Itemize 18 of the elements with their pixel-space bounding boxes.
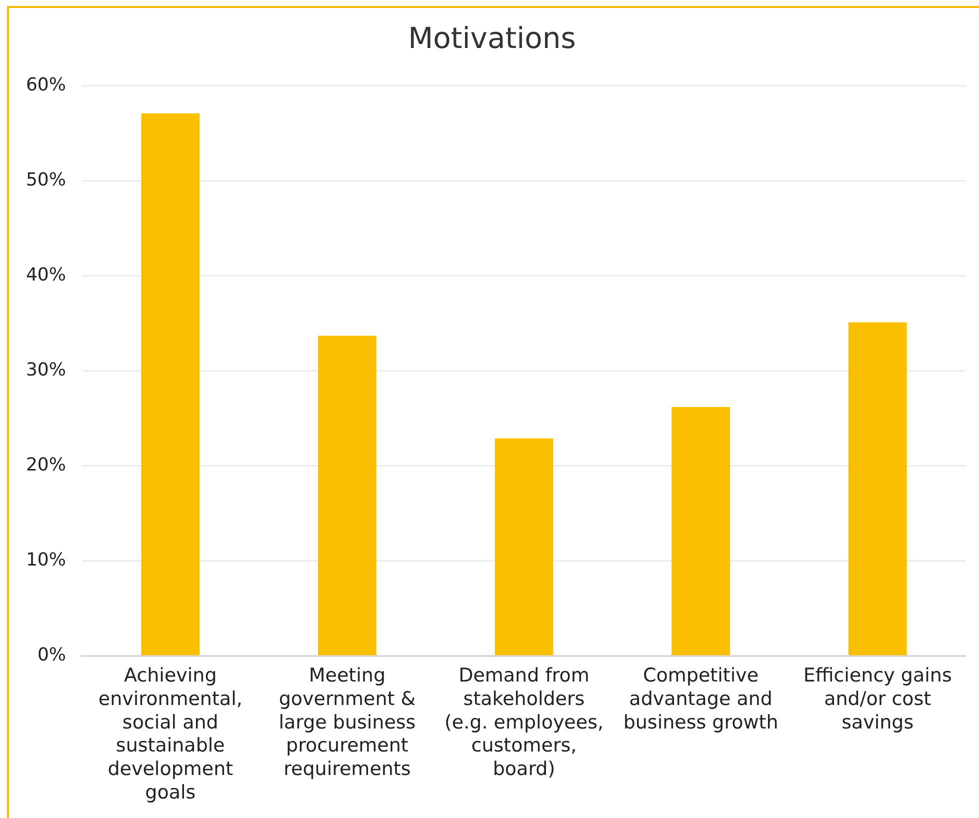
chart-title: Motivations bbox=[408, 20, 576, 55]
y-tick-label: 20% bbox=[26, 454, 66, 476]
x-tick-label: Competitive advantage and business growth bbox=[623, 664, 778, 734]
y-tick-label: 40% bbox=[26, 264, 66, 286]
y-tick-label: 10% bbox=[26, 550, 66, 571]
bar bbox=[672, 407, 730, 656]
bar bbox=[494, 438, 554, 656]
x-tick-label: Meeting government & large business procurement requirements bbox=[278, 664, 416, 780]
y-tick-label: 50% bbox=[26, 170, 66, 191]
y-tick-label: 0% bbox=[37, 644, 66, 666]
y-tick-label: 60% bbox=[26, 74, 66, 96]
x-tick-label: Achieving environmental, social and sustainable development goals bbox=[98, 664, 242, 804]
x-tick-label: Efficiency gains and/or cost savings bbox=[803, 664, 952, 734]
bar bbox=[848, 322, 907, 656]
bar bbox=[141, 113, 200, 656]
y-tick-label: 30% bbox=[26, 360, 66, 381]
bar bbox=[318, 336, 376, 656]
x-tick-label: Demand from stakeholders (e.g. employees, customers, board) bbox=[444, 664, 604, 780]
